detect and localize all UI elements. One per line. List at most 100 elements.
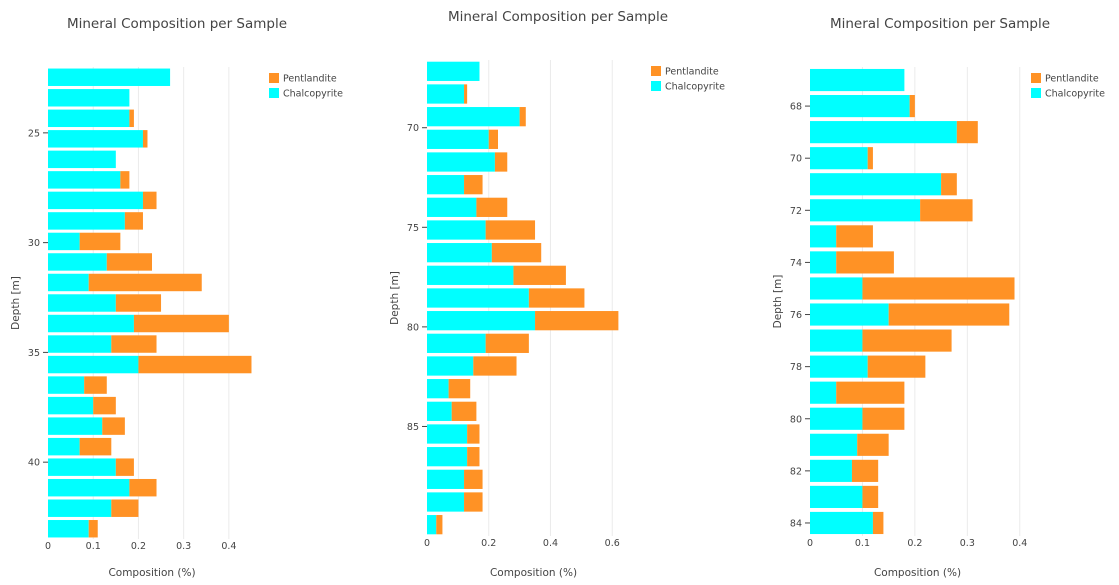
bar-pentlandite — [88, 520, 98, 538]
bar-pentlandite — [862, 277, 1015, 300]
legend-label-chalcopyrite: Chalcopyrite — [283, 89, 343, 100]
bar-pentlandite — [920, 199, 973, 222]
x-tick-label: 0 — [424, 538, 430, 549]
bar-chalcopyrite — [810, 485, 863, 508]
bar-chalcopyrite — [48, 355, 139, 374]
bar-pentlandite — [857, 433, 889, 456]
bar-chalcopyrite — [427, 401, 452, 421]
x-tick-label: 0.2 — [131, 541, 146, 552]
legend: Pentlandite Chalcopyrite — [1031, 73, 1105, 100]
bar-chalcopyrite — [48, 396, 94, 415]
bar-pentlandite — [115, 458, 134, 476]
x-tick-label: 0 — [45, 541, 51, 552]
y-tick-label: 70 — [790, 154, 802, 165]
bar-chalcopyrite — [427, 379, 449, 399]
legend-label-chalcopyrite: Chalcopyrite — [1045, 89, 1105, 100]
bar-chalcopyrite — [48, 191, 143, 210]
bar-pentlandite — [836, 225, 873, 248]
legend: Pentlandite Chalcopyrite — [269, 73, 343, 100]
bar-chalcopyrite — [427, 311, 536, 331]
bar-pentlandite — [133, 314, 229, 333]
bar-chalcopyrite — [810, 407, 863, 430]
bar-pentlandite — [84, 376, 107, 394]
bar-chalcopyrite — [48, 335, 112, 353]
chart-panel-3: 0 0.1 0.2 0.3 0.4 68 70 72 74 76 78 80 82 84 Mineral C… — [772, 16, 1105, 579]
bar-pentlandite — [129, 478, 157, 497]
bar-pentlandite — [888, 303, 1010, 326]
legend-swatch-pentlandite — [269, 73, 279, 83]
y-tick-label: 40 — [28, 458, 40, 469]
x-tick-label: 0.6 — [605, 538, 620, 549]
y-axis-label: Depth [m] — [389, 271, 401, 325]
bar-pentlandite — [138, 355, 252, 374]
bar-chalcopyrite — [810, 277, 863, 300]
bar-chalcopyrite — [48, 294, 116, 312]
chart-panel-1: 0 0.1 0.2 0.3 0.4 25 30 35 40 Mineral Composition… — [10, 16, 343, 579]
bar-pentlandite — [941, 173, 957, 196]
bar-chalcopyrite — [427, 469, 465, 489]
chart-title: Mineral Composition per Sample — [830, 16, 1050, 32]
bar-chalcopyrite — [48, 253, 107, 271]
bar-chalcopyrite — [427, 447, 468, 467]
y-tick-label: 82 — [790, 466, 802, 477]
bar-chalcopyrite — [48, 376, 85, 394]
bar-chalcopyrite — [427, 220, 486, 240]
bar-pentlandite — [867, 147, 873, 170]
bar-pentlandite — [467, 447, 480, 467]
x-axis-label: Composition (%) — [108, 567, 195, 579]
bar-pentlandite — [851, 459, 879, 482]
bar-chalcopyrite — [427, 152, 495, 172]
bar-chalcopyrite — [427, 107, 520, 127]
legend-label-pentlandite: Pentlandite — [665, 67, 719, 78]
bar-chalcopyrite — [810, 433, 858, 456]
legend-swatch-pentlandite — [1031, 73, 1041, 83]
bar-pentlandite — [909, 95, 915, 118]
bar-chalcopyrite — [810, 511, 873, 535]
bar-chalcopyrite — [810, 303, 889, 326]
legend-swatch-chalcopyrite — [1031, 88, 1041, 98]
x-tick-label: 0.4 — [1012, 538, 1027, 549]
bar-pentlandite — [448, 379, 471, 399]
bar-pentlandite — [485, 333, 529, 353]
x-tick-label: 0.3 — [176, 541, 191, 552]
bar-chalcopyrite — [427, 265, 514, 285]
y-tick-label: 75 — [407, 223, 419, 234]
y-axis-label: Depth [m] — [772, 275, 784, 329]
y-tick-label: 68 — [790, 102, 802, 113]
chart-panel-2: 0 0.2 0.4 0.6 70 75 80 85 Mineral Composition pe… — [389, 9, 725, 579]
bar-chalcopyrite — [427, 333, 486, 353]
bar-chalcopyrite — [48, 232, 80, 251]
bar-chalcopyrite — [427, 129, 489, 149]
bar-pentlandite — [142, 130, 148, 148]
y-tick-label: 78 — [790, 362, 802, 373]
legend-label-chalcopyrite: Chalcopyrite — [665, 82, 725, 93]
bar-pentlandite — [473, 356, 517, 376]
y-tick-label: 85 — [407, 422, 419, 433]
bar-pentlandite — [464, 84, 468, 104]
bar-pentlandite — [535, 311, 619, 331]
bar-pentlandite — [513, 265, 566, 285]
bar-chalcopyrite — [48, 520, 89, 538]
bar-chalcopyrite — [427, 61, 480, 81]
bar-pentlandite — [93, 396, 116, 415]
bar-chalcopyrite — [427, 356, 474, 376]
x-axis-label: Composition (%) — [874, 567, 961, 579]
bar-chalcopyrite — [810, 329, 863, 352]
bar-pentlandite — [836, 251, 894, 274]
bar-chalcopyrite — [810, 199, 921, 222]
bar-pentlandite — [464, 492, 483, 512]
x-tick-label: 0.1 — [855, 538, 870, 549]
bar-chalcopyrite — [427, 424, 468, 444]
bar-chalcopyrite — [48, 68, 171, 86]
bar-pentlandite — [464, 469, 483, 489]
bar-chalcopyrite — [810, 147, 868, 170]
bar-pentlandite — [79, 232, 121, 251]
y-tick-label: 72 — [790, 206, 802, 217]
bar-pentlandite — [867, 355, 926, 378]
x-axis-label: Composition (%) — [490, 567, 577, 579]
y-tick-label: 76 — [790, 310, 802, 321]
bar-chalcopyrite — [48, 130, 143, 148]
bar-pentlandite — [862, 329, 952, 352]
bar-chalcopyrite — [48, 171, 121, 189]
